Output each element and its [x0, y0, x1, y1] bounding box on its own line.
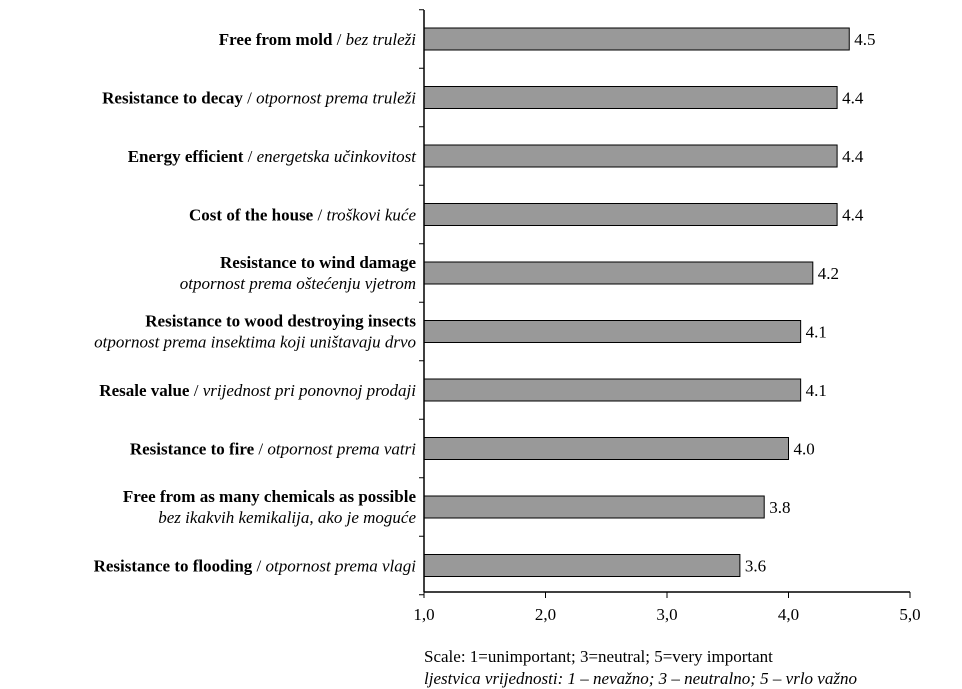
data-label: 4.4	[842, 89, 864, 108]
category-label-separator: /	[243, 89, 256, 108]
x-tick-label: 3,0	[656, 605, 677, 624]
bar	[423, 86, 838, 109]
category-label: Energy efficient / energetska učinkovito…	[128, 147, 418, 166]
data-label: 4.5	[854, 30, 875, 49]
category-label-separator: /	[243, 147, 256, 166]
bar	[423, 320, 802, 343]
category-label: Free from mold / bez truleži	[219, 30, 416, 49]
scale-note-en: Scale: 1=unimportant; 3=neutral; 5=very …	[424, 647, 773, 666]
bar	[423, 203, 838, 226]
scale-note-hr: ljestvica vrijednosti: 1 – nevažno; 3 – …	[424, 669, 857, 688]
category-label-hr: otpornost prema vlagi	[266, 557, 417, 576]
bars-group	[423, 27, 850, 577]
category-label-hr: troškovi kuće	[326, 206, 416, 225]
category-label-hr: otpornost prema truleži	[256, 89, 416, 108]
category-label-en: Energy efficient	[128, 147, 244, 166]
category-label-en: Resistance to wind damage	[220, 253, 416, 272]
category-label-separator: /	[189, 381, 202, 400]
category-label-separator: /	[332, 30, 345, 49]
data-label: 4.2	[818, 264, 839, 283]
category-labels: Free from mold / bez truleži Resistance t…	[94, 30, 418, 576]
bar	[423, 437, 789, 460]
category-label: Resale value / vrijednost pri ponovnoj p…	[99, 381, 416, 400]
category-label-separator: /	[313, 206, 326, 225]
category-label-en: Resale value	[99, 381, 190, 400]
category-label-en: Resistance to decay	[102, 89, 243, 108]
data-label: 4.1	[806, 381, 827, 400]
category-label-hr: otpornost prema oštećenju vjetrom	[180, 274, 416, 293]
category-label-en: Resistance to wood destroying insects	[145, 312, 416, 331]
data-label: 4.0	[794, 440, 815, 459]
x-tick-label: 1,0	[413, 605, 434, 624]
category-label-hr: otpornost prema vatri	[267, 440, 416, 459]
x-tick-label: 4,0	[778, 605, 799, 624]
bar	[423, 144, 838, 168]
category-label: Cost of the house / troškovi kuće	[189, 206, 416, 225]
category-label: Resistance to fire / otpornost prema vat…	[130, 440, 416, 459]
category-label-en: Free from mold	[219, 30, 333, 49]
category-label-en: Resistance to flooding	[94, 557, 253, 576]
x-tick-label: 5,0	[899, 605, 920, 624]
category-label-hr: bez ikakvih kemikalija, ako je moguće	[158, 508, 416, 527]
category-label-hr: vrijednost pri ponovnoj prodaji	[203, 381, 417, 400]
category-label: Resistance to flooding / otpornost prema…	[94, 557, 417, 576]
data-label: 4.4	[842, 147, 864, 166]
bar	[423, 554, 741, 577]
category-label-hr: otpornost prema insektima koji uništavaj…	[94, 333, 416, 352]
data-label: 4.1	[806, 323, 827, 342]
category-label: Resistance to decay / otpornost prema tr…	[102, 89, 416, 108]
category-label-separator: /	[252, 557, 265, 576]
category-label-separator: /	[254, 440, 267, 459]
data-label: 4.4	[842, 206, 864, 225]
x-tick-label: 2,0	[535, 605, 556, 624]
bar	[423, 27, 850, 51]
category-label-en: Resistance to fire	[130, 440, 255, 459]
bar	[423, 495, 765, 519]
value-labels: 4.5 4.4 4.4 4.4 4.2 4.1 4.1 4.0 3.8 3.6	[745, 30, 876, 576]
category-label-hr: bez truleži	[346, 30, 417, 49]
bar	[423, 261, 814, 285]
x-axis-ticks: 1,0 2,0 3,0 4,0 5,0	[413, 592, 921, 624]
category-label-hr: energetska učinkovitost	[257, 147, 418, 166]
category-label-en: Free from as many chemicals as possible	[123, 487, 417, 506]
category-label-en: Cost of the house	[189, 206, 314, 225]
data-label: 3.6	[745, 557, 766, 576]
bar	[423, 378, 802, 402]
data-label: 3.8	[769, 498, 790, 517]
